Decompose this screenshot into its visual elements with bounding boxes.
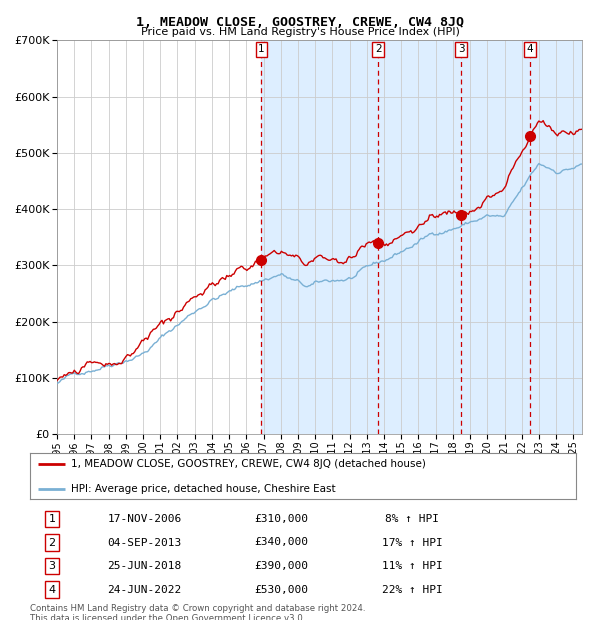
Text: 22% ↑ HPI: 22% ↑ HPI	[382, 585, 443, 595]
Text: 2: 2	[48, 538, 55, 547]
Text: 2: 2	[375, 44, 382, 54]
Text: 4: 4	[527, 44, 533, 54]
Text: 3: 3	[49, 561, 55, 571]
Text: £340,000: £340,000	[254, 538, 308, 547]
Text: 1: 1	[49, 514, 55, 524]
Text: Contains HM Land Registry data © Crown copyright and database right 2024.
This d: Contains HM Land Registry data © Crown c…	[30, 604, 365, 620]
Text: £310,000: £310,000	[254, 514, 308, 524]
Text: 17% ↑ HPI: 17% ↑ HPI	[382, 538, 443, 547]
Text: 1, MEADOW CLOSE, GOOSTREY, CREWE, CW4 8JQ (detached house): 1, MEADOW CLOSE, GOOSTREY, CREWE, CW4 8J…	[71, 459, 426, 469]
Text: 1: 1	[258, 44, 265, 54]
Text: 11% ↑ HPI: 11% ↑ HPI	[382, 561, 443, 571]
Text: £530,000: £530,000	[254, 585, 308, 595]
Text: 17-NOV-2006: 17-NOV-2006	[107, 514, 182, 524]
Text: 25-JUN-2018: 25-JUN-2018	[107, 561, 182, 571]
Text: Price paid vs. HM Land Registry's House Price Index (HPI): Price paid vs. HM Land Registry's House …	[140, 27, 460, 37]
Text: 04-SEP-2013: 04-SEP-2013	[107, 538, 182, 547]
Text: 8% ↑ HPI: 8% ↑ HPI	[385, 514, 439, 524]
Text: HPI: Average price, detached house, Cheshire East: HPI: Average price, detached house, Ches…	[71, 484, 335, 494]
Bar	[262, 40, 582, 434]
Text: 3: 3	[458, 44, 464, 54]
Text: 1, MEADOW CLOSE, GOOSTREY, CREWE, CW4 8JQ: 1, MEADOW CLOSE, GOOSTREY, CREWE, CW4 8J…	[136, 16, 464, 29]
Text: £390,000: £390,000	[254, 561, 308, 571]
Text: 4: 4	[48, 585, 55, 595]
Text: 24-JUN-2022: 24-JUN-2022	[107, 585, 182, 595]
